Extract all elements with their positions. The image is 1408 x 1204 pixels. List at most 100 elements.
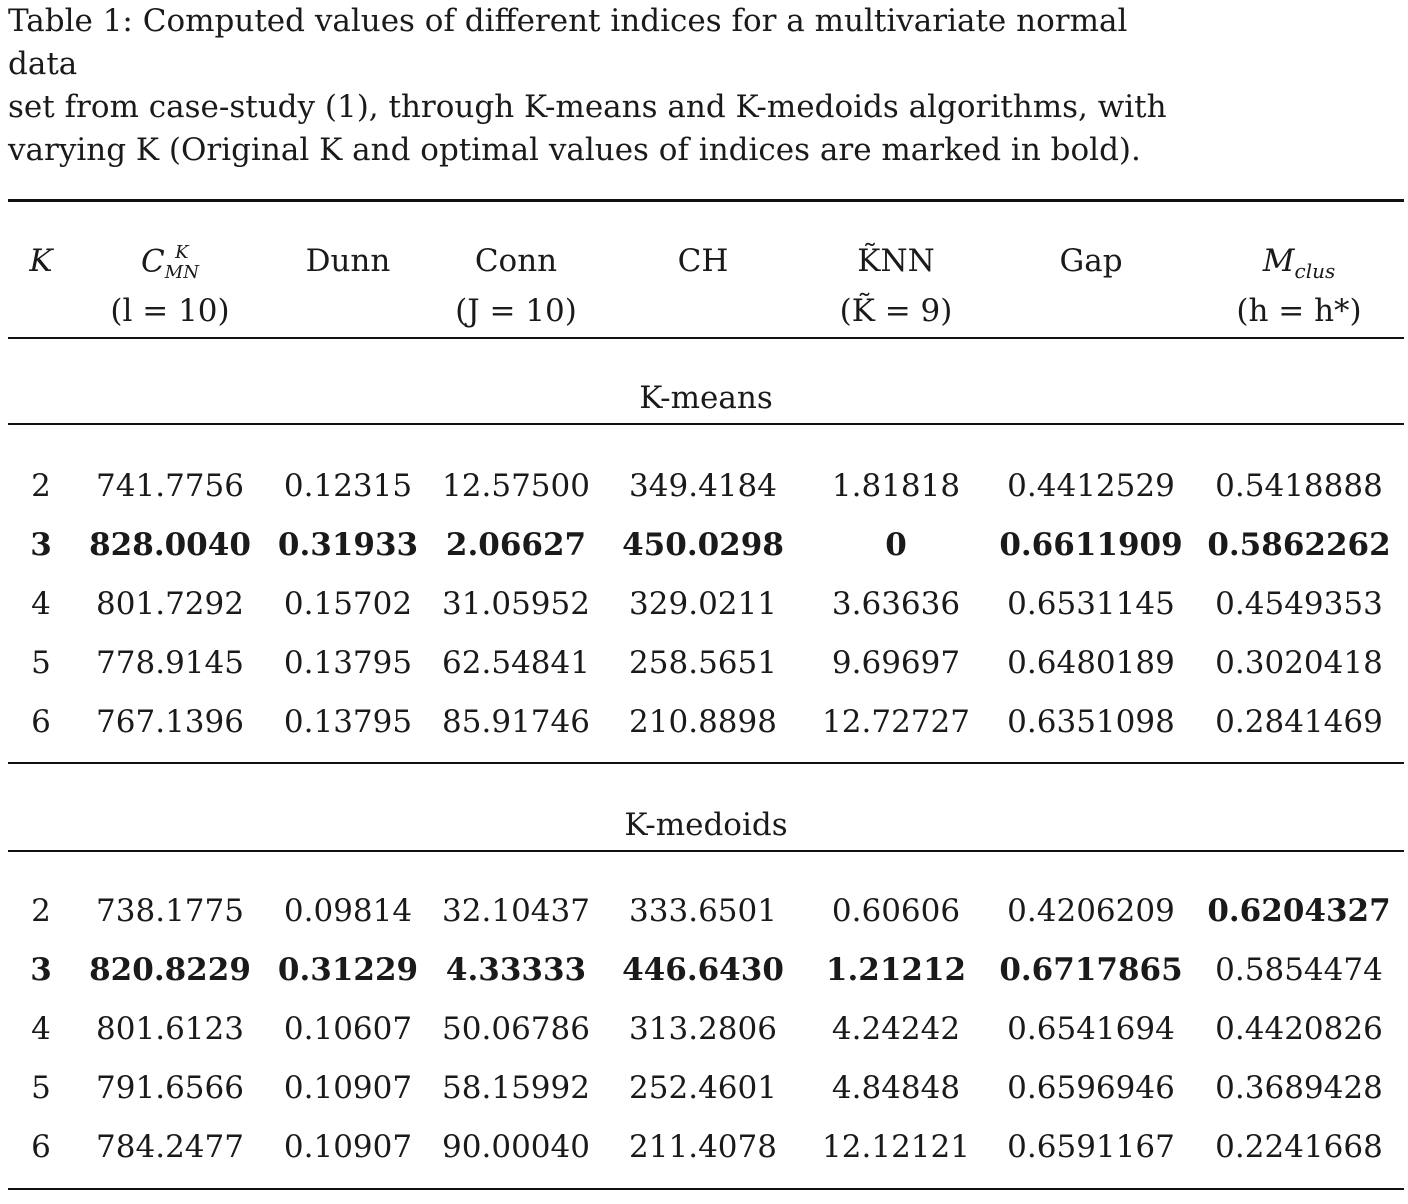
cell-k: 2 bbox=[31, 468, 51, 504]
col-param-knn: (K̃ = 9) bbox=[839, 293, 953, 329]
top-rule bbox=[8, 199, 1404, 202]
cell-cmn: 820.8229 bbox=[89, 952, 251, 988]
col-param-mclus: (h = h*) bbox=[1236, 293, 1362, 329]
cell-mclus: 0.4549353 bbox=[1215, 586, 1383, 622]
cell-dunn: 0.13795 bbox=[283, 704, 413, 740]
cell-mclus: 0.3689428 bbox=[1215, 1070, 1383, 1106]
mclus-subscript: clus bbox=[1294, 259, 1336, 284]
cell-k: 4 bbox=[31, 586, 51, 622]
cell-conn: 90.00040 bbox=[442, 1129, 590, 1165]
cell-ch: 450.0298 bbox=[622, 527, 784, 563]
caption-line-1: Table 1: Computed values of different in… bbox=[8, 3, 1128, 82]
col-header-ch: CH bbox=[677, 243, 729, 279]
cell-ch: 211.4078 bbox=[629, 1129, 777, 1165]
section-title-kmeans: K-means bbox=[639, 380, 773, 416]
cell-gap: 0.6351098 bbox=[1007, 704, 1175, 740]
cell-ch: 329.0211 bbox=[629, 586, 777, 622]
cell-conn: 58.15992 bbox=[442, 1070, 590, 1106]
cell-conn: 32.10437 bbox=[442, 893, 590, 929]
cell-conn: 12.57500 bbox=[442, 468, 590, 504]
col-param-conn: (J = 10) bbox=[455, 293, 577, 329]
cell-k: 3 bbox=[30, 952, 52, 988]
cell-ch: 210.8898 bbox=[629, 704, 777, 740]
cell-dunn: 0.12315 bbox=[283, 468, 413, 504]
cell-k: 6 bbox=[31, 1129, 51, 1165]
cell-gap: 0.6596946 bbox=[1007, 1070, 1175, 1106]
cell-ch: 349.4184 bbox=[629, 468, 777, 504]
kmeans-title-rule bbox=[8, 423, 1404, 425]
cell-dunn: 0.10907 bbox=[283, 1070, 413, 1106]
cell-gap: 0.6717865 bbox=[999, 952, 1183, 988]
cell-cmn: 738.1775 bbox=[96, 893, 244, 929]
cell-mclus: 0.5862262 bbox=[1207, 527, 1391, 563]
cell-gap: 0.6611909 bbox=[999, 527, 1183, 563]
caption-line-3: varying K (Original K and optimal values… bbox=[8, 132, 1141, 168]
cell-ch: 313.2806 bbox=[629, 1011, 777, 1047]
cell-ch: 252.4601 bbox=[629, 1070, 777, 1106]
cell-cmn: 801.7292 bbox=[96, 586, 244, 622]
cell-gap: 0.6531145 bbox=[1007, 586, 1175, 622]
col-header-mclus: Mclus bbox=[1263, 243, 1336, 283]
cell-mclus: 0.5854474 bbox=[1215, 952, 1383, 988]
cell-conn: 50.06786 bbox=[442, 1011, 590, 1047]
cell-knn: 4.24242 bbox=[831, 1011, 961, 1047]
col-header-knn: K̃NN bbox=[857, 243, 935, 279]
cell-cmn: 778.9145 bbox=[96, 645, 244, 681]
cell-dunn: 0.13795 bbox=[283, 645, 413, 681]
table-header: K C K MN (l = 10) Dunn Conn (J = 10) CH K̃… bbox=[8, 243, 1404, 338]
col-header-k: K bbox=[29, 243, 53, 279]
section-title-kmedoids: K-medoids bbox=[624, 807, 788, 843]
caption-line-2: set from case-study (1), through K-means… bbox=[8, 89, 1167, 125]
cell-gap: 0.6541694 bbox=[1007, 1011, 1175, 1047]
cell-knn: 12.72727 bbox=[822, 704, 970, 740]
bottom-rule bbox=[8, 1188, 1404, 1190]
mclus-symbol: M bbox=[1262, 243, 1295, 279]
cell-k: 3 bbox=[30, 527, 52, 563]
cell-k: 2 bbox=[31, 893, 51, 929]
cell-cmn: 784.2477 bbox=[96, 1129, 244, 1165]
cell-cmn: 741.7756 bbox=[96, 468, 244, 504]
cell-k: 4 bbox=[31, 1011, 51, 1047]
cell-conn: 4.33333 bbox=[445, 952, 587, 988]
col-header-conn: Conn bbox=[474, 243, 558, 279]
cell-gap: 0.6480189 bbox=[1007, 645, 1175, 681]
cell-k: 6 bbox=[31, 704, 51, 740]
kmedoids-rows: 2 738.1775 0.09814 32.10437 333.6501 0.60606 0… bbox=[8, 893, 1404, 1183]
cell-dunn: 0.10607 bbox=[283, 1011, 413, 1047]
table-caption: Table 1: Computed values of different in… bbox=[8, 0, 1188, 172]
cell-cmn: 801.6123 bbox=[96, 1011, 244, 1047]
cell-conn: 85.91746 bbox=[442, 704, 590, 740]
cell-dunn: 0.15702 bbox=[283, 586, 413, 622]
cell-knn: 0 bbox=[885, 527, 907, 563]
cell-dunn: 0.31933 bbox=[277, 527, 419, 563]
cell-ch: 333.6501 bbox=[629, 893, 777, 929]
cell-conn: 2.06627 bbox=[445, 527, 587, 563]
kmeans-bottom-rule bbox=[8, 762, 1404, 764]
cell-knn: 12.12121 bbox=[822, 1129, 970, 1165]
cell-mclus: 0.6204327 bbox=[1207, 893, 1391, 929]
cell-mclus: 0.2241668 bbox=[1215, 1129, 1383, 1165]
cell-cmn: 791.6566 bbox=[96, 1070, 244, 1106]
cell-knn: 9.69697 bbox=[831, 645, 961, 681]
cell-dunn: 0.09814 bbox=[283, 893, 413, 929]
cell-gap: 0.4206209 bbox=[1007, 893, 1175, 929]
cell-knn: 3.63636 bbox=[831, 586, 961, 622]
cell-conn: 62.54841 bbox=[442, 645, 590, 681]
cell-k: 5 bbox=[31, 1070, 51, 1106]
cell-cmn: 828.0040 bbox=[89, 527, 251, 563]
col-header-dunn: Dunn bbox=[305, 243, 391, 279]
kmeans-rows: 2 741.7756 0.12315 12.57500 349.4184 1.81818 0… bbox=[8, 468, 1404, 758]
cmn-superscript: K bbox=[175, 242, 189, 263]
cell-mclus: 0.2841469 bbox=[1215, 704, 1383, 740]
header-rule bbox=[8, 337, 1404, 339]
cell-mclus: 0.4420826 bbox=[1215, 1011, 1383, 1047]
cell-mclus: 0.5418888 bbox=[1215, 468, 1383, 504]
cell-knn: 1.81818 bbox=[831, 468, 961, 504]
cmn-subscript: MN bbox=[164, 262, 199, 283]
col-param-cmn: (l = 10) bbox=[110, 293, 230, 329]
cell-k: 5 bbox=[31, 645, 51, 681]
cell-dunn: 0.10907 bbox=[283, 1129, 413, 1165]
cell-gap: 0.4412529 bbox=[1007, 468, 1175, 504]
col-header-cmn: C K MN bbox=[141, 243, 199, 283]
cell-ch: 258.5651 bbox=[629, 645, 777, 681]
